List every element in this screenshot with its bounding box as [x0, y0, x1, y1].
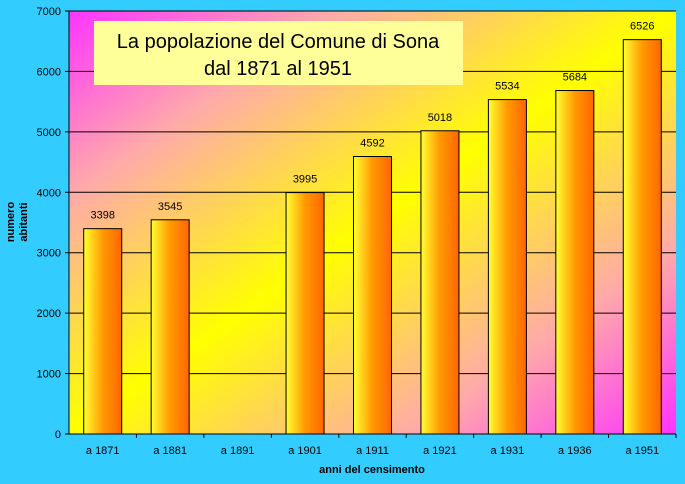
- y-tick-label: 7000: [37, 6, 61, 18]
- x-tick-label: a 1951: [625, 445, 659, 457]
- x-tick-label: a 1881: [153, 445, 187, 457]
- title-box: [94, 21, 463, 85]
- x-tick-label: a 1931: [491, 445, 525, 457]
- bar: [150, 219, 190, 435]
- data-label: 5018: [428, 112, 452, 124]
- data-label: 6526: [630, 21, 654, 33]
- y-tick-label: 1000: [37, 369, 61, 381]
- data-label: 3995: [293, 174, 317, 186]
- data-label: 3398: [90, 210, 114, 222]
- y-axis-label-line1: numero: [5, 202, 17, 243]
- x-tick-label: a 1871: [86, 445, 120, 457]
- y-tick-label: 3000: [37, 248, 61, 260]
- x-tick-label: a 1891: [221, 445, 255, 457]
- bar: [555, 90, 595, 435]
- y-tick-label: 2000: [37, 308, 61, 320]
- data-label: 4592: [360, 138, 384, 150]
- data-label: 3545: [158, 201, 182, 213]
- x-axis-label: anni del censimento: [319, 464, 425, 476]
- data-labels: 3398 3545 3995 4592 5018 5534 5684 6526: [90, 21, 654, 222]
- y-tick-label: 4000: [37, 187, 61, 199]
- axes: 0 1000 2000 3000 4000 5000 6000 7000 a 1871 a 188…: [37, 6, 677, 457]
- chart-title-line1: La popolazione del Comune di Sona: [117, 31, 440, 53]
- bar: [420, 130, 460, 435]
- x-tick-label: a 1921: [423, 445, 457, 457]
- bar: [622, 39, 662, 435]
- bar: [285, 192, 325, 435]
- y-tick-label: 6000: [37, 66, 61, 78]
- bar: [353, 156, 392, 435]
- data-label: 5534: [495, 81, 519, 93]
- bar: [83, 228, 123, 435]
- x-tick-label: a 1901: [288, 445, 322, 457]
- y-tick-label: 5000: [37, 127, 61, 139]
- y-axis-label-line2: abitanti: [18, 202, 30, 241]
- y-tick-label: 0: [55, 429, 61, 441]
- data-label: 5684: [563, 72, 587, 84]
- x-tick-label: a 1911: [356, 445, 389, 457]
- bar: [487, 99, 527, 435]
- x-tick-label: a 1936: [558, 445, 592, 457]
- chart-title-line2: dal 1871 al 1951: [204, 58, 352, 80]
